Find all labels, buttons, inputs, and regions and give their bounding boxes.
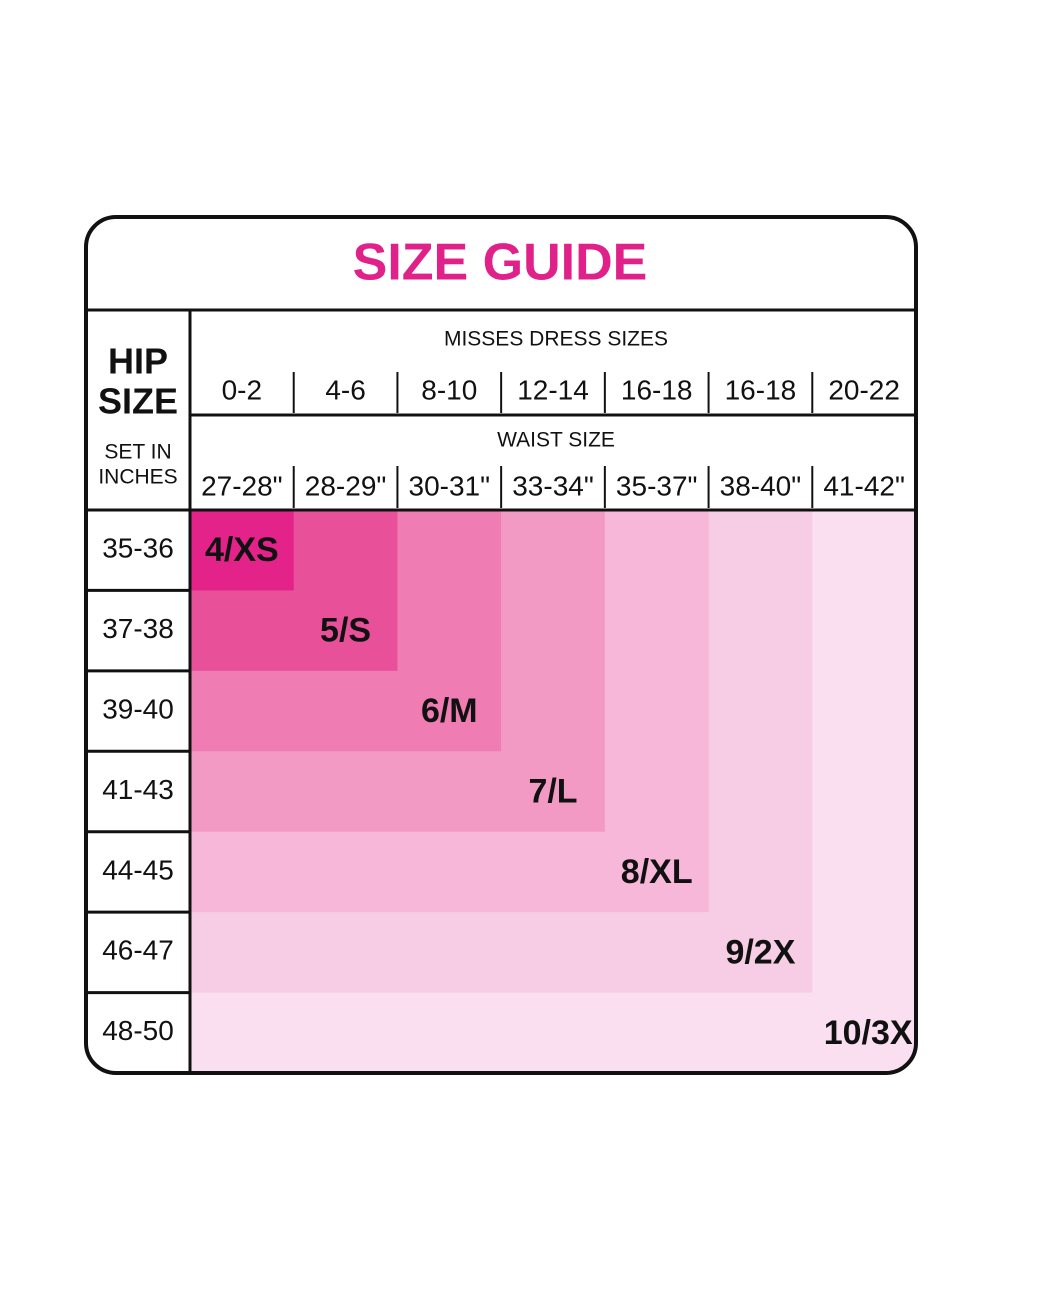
hip-size: 39-40 bbox=[102, 693, 174, 724]
hip-size: 48-50 bbox=[102, 1015, 174, 1046]
misses-size: 16-18 bbox=[621, 374, 693, 405]
size-regions bbox=[190, 510, 916, 1073]
waist-label: WAIST SIZE bbox=[497, 429, 615, 452]
frame bbox=[84, 215, 918, 1075]
hip-title: SIZE bbox=[98, 381, 178, 422]
size-label: 6/M bbox=[421, 692, 478, 730]
waist-size: 35-37" bbox=[616, 470, 698, 501]
size-label: 5/S bbox=[320, 612, 371, 650]
waist-size: 28-29" bbox=[305, 470, 387, 501]
misses-size: 12-14 bbox=[517, 374, 589, 405]
misses-size: 0-2 bbox=[222, 374, 262, 405]
size-label: 8/XL bbox=[621, 853, 693, 891]
hip-note: SET IN bbox=[104, 441, 171, 464]
hip-note: INCHES bbox=[98, 466, 177, 489]
misses-size: 8-10 bbox=[421, 374, 477, 405]
title: SIZE GUIDE bbox=[353, 234, 648, 292]
waist-size: 33-34" bbox=[512, 470, 594, 501]
hip-size: 37-38 bbox=[102, 613, 174, 644]
waist-size: 27-28" bbox=[201, 470, 283, 501]
hip-size: 44-45 bbox=[102, 854, 174, 885]
waist-size: 41-42" bbox=[823, 470, 905, 501]
hip-size: 35-36 bbox=[102, 533, 174, 564]
waist-size: 38-40" bbox=[720, 470, 802, 501]
misses-label: MISSES DRESS SIZES bbox=[444, 328, 668, 351]
misses-size: 16-18 bbox=[725, 374, 797, 405]
misses-size: 20-22 bbox=[828, 374, 900, 405]
hip-size: 46-47 bbox=[102, 935, 174, 966]
hip-size: 41-43 bbox=[102, 774, 174, 805]
size-label: 4/XS bbox=[205, 531, 279, 569]
size-label: 10/3X bbox=[824, 1014, 913, 1052]
misses-size: 4-6 bbox=[325, 374, 365, 405]
hip-title: HIP bbox=[108, 341, 168, 382]
size-label: 7/L bbox=[528, 772, 577, 810]
size-label: 9/2X bbox=[725, 933, 795, 971]
waist-size: 30-31" bbox=[409, 470, 491, 501]
size-region bbox=[190, 510, 294, 591]
